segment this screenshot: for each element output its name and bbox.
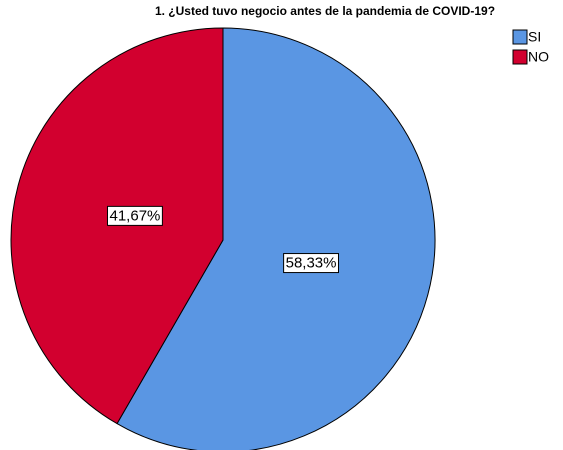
value-label-text: 58,33% — [286, 255, 337, 272]
pie-slice — [116, 27, 436, 450]
value-label-box — [283, 253, 339, 274]
value-label-text: 41,67% — [110, 207, 161, 224]
value-label-box — [107, 205, 163, 226]
legend-label: SI — [528, 29, 541, 45]
value-label: 58,33% — [283, 253, 339, 274]
legend-swatch — [512, 29, 528, 45]
value-label: 41,67% — [107, 205, 163, 226]
legend-swatch — [512, 49, 528, 65]
legend-label: NO — [528, 49, 549, 65]
chart-title: 1. ¿Usted tuvo negocio antes de la pande… — [155, 4, 495, 18]
